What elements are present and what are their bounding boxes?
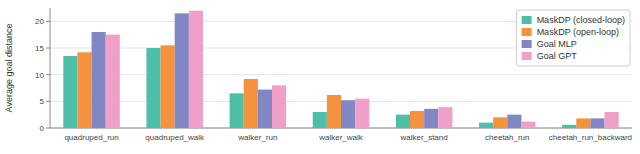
bar [244,79,258,128]
y-tick [46,128,50,129]
bar [521,122,535,128]
legend-swatch [522,40,532,48]
chart-container: 0 5 10 15 20 quadruped_run quadruped_walk walke… [0,0,640,154]
y-tick-label: 20 [35,17,44,26]
legend-label: Goal MLP [537,39,577,49]
legend-label: Goal GPT [537,51,578,61]
legend-label: MaskDP (open-loop) [537,27,619,37]
chart: 0 5 10 15 20 quadruped_run quadruped_walk walke… [0,0,640,154]
bar [146,48,160,128]
x-tick-label: walker_walk [318,133,364,142]
bar [479,123,493,128]
legend-label: MaskDP (closed-loop) [537,15,625,25]
bar [63,56,77,128]
bar [341,100,355,128]
bar [605,112,619,128]
bar [230,93,244,128]
bar [355,99,369,128]
bar [493,117,507,128]
bar [258,90,272,128]
y-axis-label: Average goal distance [4,24,14,113]
bar [396,115,410,128]
y-tick-label: 0 [40,124,45,133]
bar [92,32,106,128]
legend-swatch [522,28,532,36]
bar [410,111,424,128]
bar [590,118,604,128]
bar [106,35,120,128]
bar [507,115,521,128]
bar [576,118,590,128]
bar [175,13,189,128]
y-tick [46,74,50,75]
y-axis-line [50,8,51,128]
x-tick-label: walker_stand [400,133,448,142]
bar [562,125,576,128]
x-tick-label: quadruped_run [64,133,118,142]
legend-box [517,10,630,66]
y-tick-label: 15 [35,44,44,53]
y-tick [46,101,50,102]
y-tick [46,48,50,49]
legend-swatch [522,16,532,24]
bar [327,95,341,128]
grid-line [50,74,632,75]
bar [189,11,203,128]
bar [438,107,452,128]
bar [161,45,175,128]
bar [272,85,286,128]
x-tick-label: walker_run [237,133,277,142]
y-tick-label: 5 [40,97,45,106]
bar [77,52,91,128]
bar [424,109,438,128]
x-tick-label: cheetah_run [485,133,529,142]
legend-swatch [522,52,532,60]
y-tick-label: 10 [35,71,44,80]
y-tick [46,21,50,22]
x-tick-label: quadruped_walk [145,133,205,142]
x-tick-label: cheetah_run_backward [549,133,632,142]
bar [313,112,327,128]
legend: MaskDP (closed-loop) MaskDP (open-loop) Go… [517,10,630,66]
